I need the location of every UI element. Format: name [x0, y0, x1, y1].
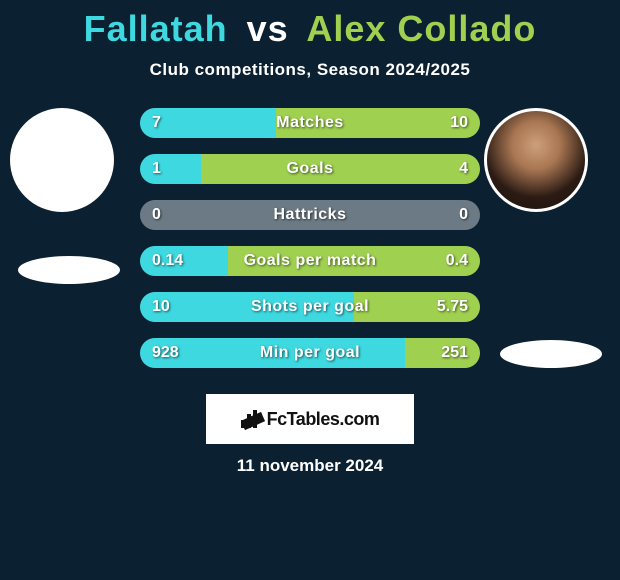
stat-bar: 10Shots per goal5.75 [140, 292, 480, 322]
stat-bar: 928Min per goal251 [140, 338, 480, 368]
bars-container: 7Matches10 1Goals4 0Hattricks0 0.14Goals pe… [140, 108, 480, 384]
subtitle: Club competitions, Season 2024/2025 [0, 60, 620, 80]
stat-bar: 0.14Goals per match0.4 [140, 246, 480, 276]
brand-text: FcTables.com [267, 409, 380, 430]
stat-label: Goals [140, 154, 480, 184]
brand-chart-icon [241, 410, 263, 428]
brand-badge: FcTables.com [206, 394, 414, 444]
stat-bar: 0Hattricks0 [140, 200, 480, 230]
player2-name: Alex Collado [306, 8, 536, 49]
stat-bar: 1Goals4 [140, 154, 480, 184]
comparison-chart: 7Matches10 1Goals4 0Hattricks0 0.14Goals pe… [0, 108, 620, 368]
player1-shadow [18, 256, 120, 284]
player1-name: Fallatah [84, 8, 228, 49]
stat-bar: 7Matches10 [140, 108, 480, 138]
stat-label: Shots per goal [140, 292, 480, 322]
stat-label: Hattricks [140, 200, 480, 230]
stat-label: Matches [140, 108, 480, 138]
stat-value-right: 251 [441, 338, 468, 368]
date-text: 11 november 2024 [0, 456, 620, 476]
comparison-title: Fallatah vs Alex Collado [0, 0, 620, 50]
stat-value-right: 5.75 [437, 292, 468, 322]
player1-avatar [10, 108, 114, 212]
vs-text: vs [247, 8, 289, 49]
stat-value-right: 10 [450, 108, 468, 138]
stat-value-right: 0.4 [446, 246, 468, 276]
stat-label: Goals per match [140, 246, 480, 276]
stat-value-right: 4 [459, 154, 468, 184]
stat-value-right: 0 [459, 200, 468, 230]
player2-shadow [500, 340, 602, 368]
player2-avatar [484, 108, 588, 212]
stat-label: Min per goal [140, 338, 480, 368]
